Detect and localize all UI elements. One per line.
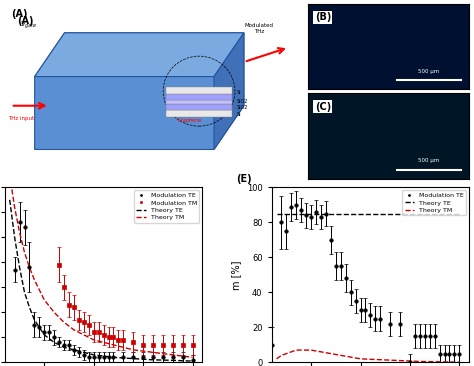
Text: SiO2: SiO2 — [237, 99, 248, 104]
Text: SiO2: SiO2 — [237, 105, 248, 110]
Text: (E): (E) — [236, 174, 252, 184]
Polygon shape — [214, 33, 244, 149]
Polygon shape — [35, 33, 244, 149]
Text: $V_{gate}$: $V_{gate}$ — [20, 20, 37, 31]
Text: Si: Si — [237, 90, 241, 95]
Bar — [166, 94, 232, 100]
Text: (A): (A) — [17, 16, 33, 26]
Text: 500 μm: 500 μm — [419, 158, 440, 163]
Text: (C): (C) — [315, 99, 331, 109]
Text: (B): (B) — [315, 12, 331, 22]
Bar — [166, 87, 232, 94]
Text: (B): (B) — [315, 10, 331, 20]
Polygon shape — [35, 33, 244, 76]
Text: (A): (A) — [11, 9, 27, 19]
Legend: Modulation TE, Theory TE, Theory TM: Modulation TE, Theory TE, Theory TM — [402, 190, 466, 215]
Text: Si: Si — [237, 112, 241, 117]
Text: 500 μm: 500 μm — [419, 69, 440, 74]
Y-axis label: m [%]: m [%] — [231, 260, 241, 290]
Bar — [166, 104, 232, 110]
Bar — [166, 100, 232, 104]
Bar — [166, 110, 232, 117]
Text: Modulated
THz: Modulated THz — [244, 23, 273, 34]
Text: Graphene: Graphene — [178, 118, 202, 123]
Text: (C): (C) — [315, 102, 331, 112]
Legend: Modulation TE, Modulation TM, Theory TE, Theory TM: Modulation TE, Modulation TM, Theory TE,… — [134, 190, 199, 223]
Text: THz input: THz input — [8, 116, 34, 121]
